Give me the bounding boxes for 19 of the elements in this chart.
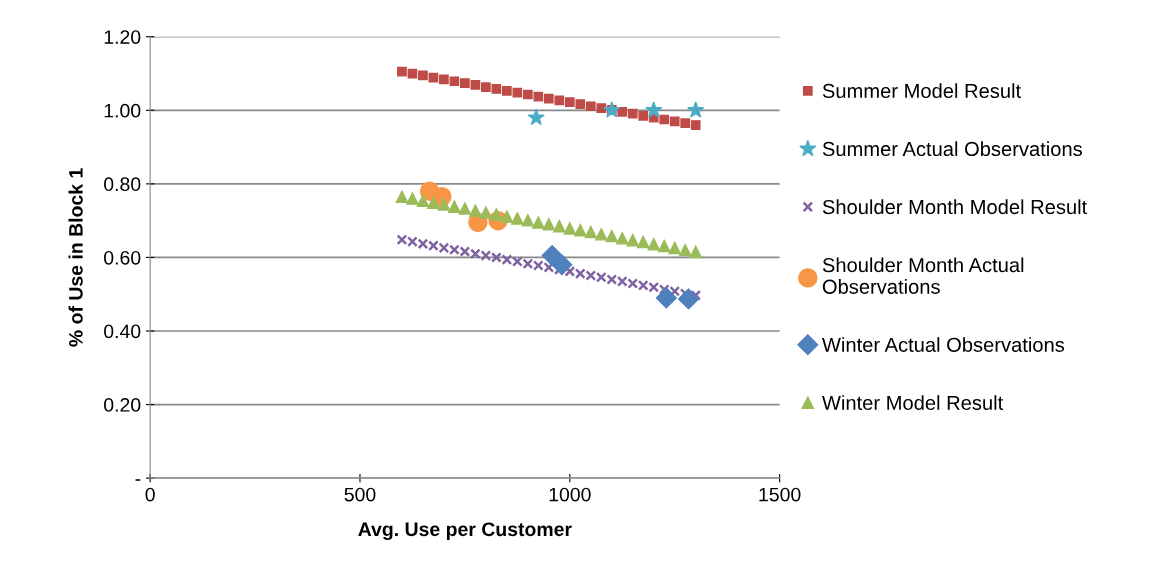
y-tick-label: 0.40 bbox=[104, 324, 141, 339]
x-tick-label: 0 bbox=[145, 487, 155, 502]
legend-label: Summer Model Result bbox=[822, 83, 1021, 99]
legend-label: Shoulder Month Model Result bbox=[822, 199, 1088, 215]
x-tick-label: 1000 bbox=[549, 487, 591, 502]
legend-label: Summer Actual Observations bbox=[822, 141, 1082, 157]
x-tick-label: 500 bbox=[344, 487, 376, 502]
y-tick-label: 0.20 bbox=[104, 398, 141, 412]
y-tick-label: 1.00 bbox=[104, 103, 141, 118]
legend-label: Winter Actual Observations bbox=[822, 337, 1065, 352]
y-tick-label: - bbox=[135, 479, 141, 481]
x-tick-label: 1500 bbox=[759, 487, 801, 502]
legend-label: Shoulder Month Actual Observations bbox=[822, 257, 1024, 294]
legend-label: Winter Model Result bbox=[822, 395, 1004, 410]
y-axis-title: % of Use in Block 1 bbox=[68, 168, 83, 347]
y-tick-label: 0.80 bbox=[104, 177, 141, 192]
x-axis-title: Avg. Use per Customer bbox=[358, 522, 572, 541]
y-tick-label: 1.20 bbox=[104, 30, 141, 44]
y-tick-label: 0.60 bbox=[104, 250, 141, 265]
